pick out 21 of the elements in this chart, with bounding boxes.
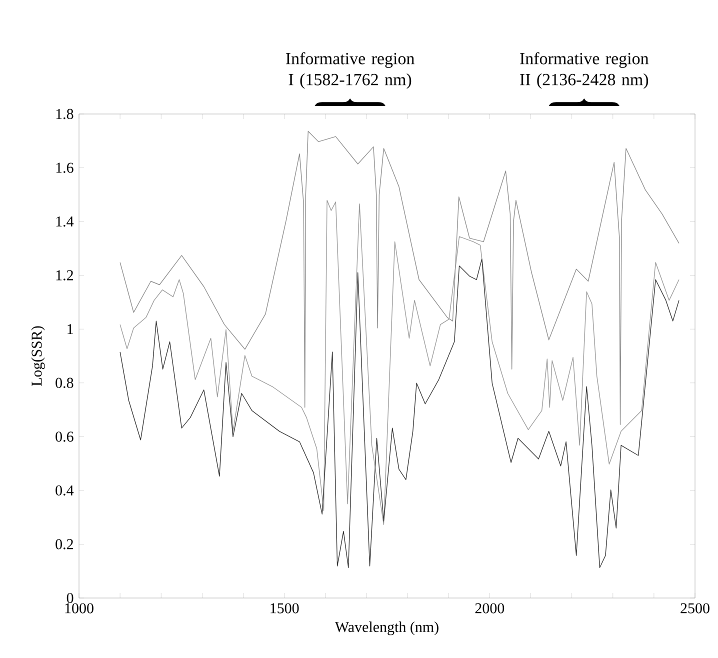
x-axis-title: Wavelength (nm) [334, 622, 438, 636]
x-tick-label: 2500 [680, 603, 710, 614]
line-series [120, 258, 680, 568]
x-tick-label: 1000 [65, 603, 94, 614]
x-tick-label: 1500 [270, 603, 299, 614]
y-tick-label: 1 [68, 324, 73, 334]
text: Informative region I (1582-1762 nm) [286, 52, 414, 89]
y-tick-label: 1.4 [56, 216, 74, 227]
x-tick-label: 2000 [475, 603, 504, 614]
y-tick-label: 1.8 [56, 108, 74, 120]
y-tick-label: 0 [66, 592, 74, 604]
text: Informative region II (2136-2428 nm) [520, 52, 649, 89]
line-series [120, 200, 680, 525]
y-tick-label: 0.4 [56, 485, 74, 496]
y-tick-label: 0.6 [56, 432, 74, 442]
line-series [120, 130, 680, 425]
y-tick-label: 0.8 [56, 378, 74, 388]
y-tick-label: 1.2 [56, 270, 73, 280]
y-tick-label: 0.2 [56, 539, 73, 550]
y-tick-label: 1.6 [56, 162, 74, 173]
y-axis-title: Log(SSR) [31, 326, 45, 386]
